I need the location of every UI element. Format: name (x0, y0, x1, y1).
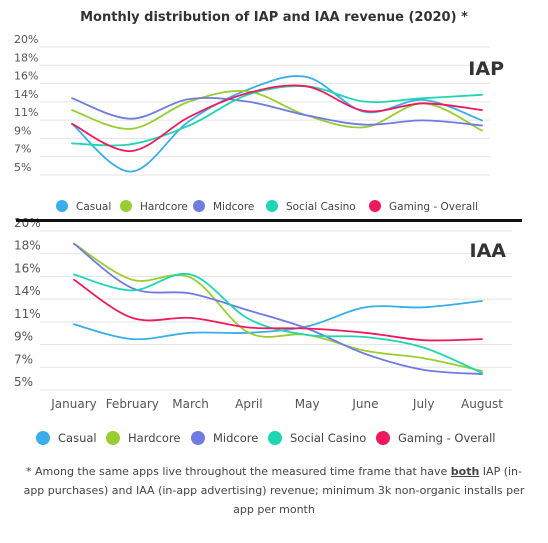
series-line-gaming-overall (73, 278, 483, 342)
legend-marker (193, 200, 205, 212)
x-tick-label: March (172, 397, 209, 411)
y-tick-label: 5% (14, 375, 33, 389)
series-line-casual (73, 300, 483, 341)
y-tick-label: 9% (14, 124, 31, 137)
y-tick-label: 18% (14, 239, 41, 253)
legend-marker (56, 200, 68, 212)
footnote-text-start: * Among the same apps live throughout th… (26, 465, 451, 478)
y-tick-label: 16% (14, 70, 38, 83)
series-line-casual (71, 75, 483, 173)
legend-marker (268, 431, 282, 445)
x-tick-label: January (50, 397, 97, 411)
panel-label-iaa: IAA (470, 240, 507, 262)
panel-separator (16, 219, 522, 222)
y-tick-label: 18% (14, 51, 38, 64)
y-tick-label: 7% (14, 143, 31, 156)
legend-marker (376, 431, 390, 445)
legend-marker (120, 200, 132, 212)
y-tick-label: 20% (14, 33, 38, 46)
legend-label: Midcore (213, 201, 254, 213)
legend-marker (369, 200, 381, 212)
series-line-gaming-overall (71, 84, 483, 153)
y-tick-label: 11% (14, 106, 38, 119)
chart-title: Monthly distribution of IAP and IAA reve… (80, 10, 468, 25)
legend-label: Hardcore (140, 201, 188, 213)
series-line-hardcore (71, 90, 483, 132)
legend-label: Hardcore (128, 431, 180, 445)
x-tick-label: May (295, 397, 320, 411)
y-tick-label: 7% (14, 352, 33, 366)
legend-label: Midcore (213, 431, 258, 445)
y-tick-label: 20% (14, 216, 41, 230)
y-tick-label: 16% (14, 261, 41, 275)
series-line-hardcore (73, 242, 483, 372)
series-line-midcore (73, 242, 483, 375)
x-tick-label: June (351, 397, 378, 411)
x-tick-label: August (461, 397, 503, 411)
legend-label: Gaming - Overall (389, 201, 478, 213)
legend-label: Casual (76, 201, 111, 213)
y-tick-label: 5% (14, 161, 31, 174)
x-tick-label: July (412, 397, 435, 411)
footnote: * Among the same apps live throughout th… (20, 462, 528, 519)
series-line-social-casino (71, 85, 483, 147)
y-tick-label: 14% (14, 88, 38, 101)
legend-label: Social Casino (286, 201, 356, 213)
y-tick-label: 11% (14, 307, 41, 321)
footnote-emphasis: both (450, 465, 480, 478)
series-line-midcore (71, 96, 483, 127)
y-tick-label: 9% (14, 330, 33, 344)
legend-marker (191, 431, 205, 445)
y-tick-label: 14% (14, 284, 41, 298)
legend-label: Gaming - Overall (398, 431, 496, 445)
x-tick-label: April (235, 397, 262, 411)
legend-label: Casual (58, 431, 97, 445)
legend-marker (36, 431, 50, 445)
x-tick-label: February (106, 397, 159, 411)
legend-marker (266, 200, 278, 212)
footnote-text-end: IAP (in-app purchases) and IAA (in-app a… (23, 465, 525, 516)
legend-marker (106, 431, 120, 445)
legend-label: Social Casino (290, 431, 366, 445)
panel-label-iap: IAP (468, 58, 504, 80)
